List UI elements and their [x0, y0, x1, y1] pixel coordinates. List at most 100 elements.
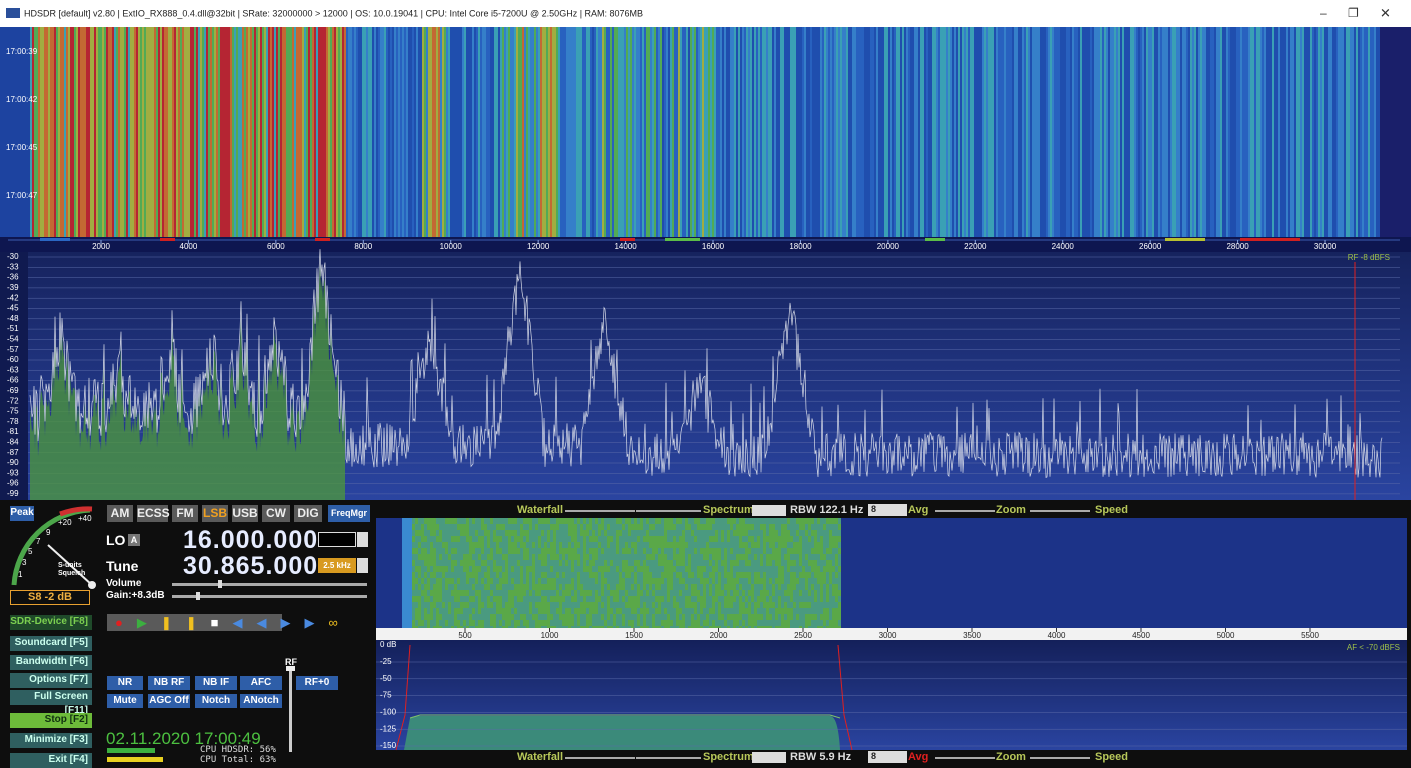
waterfall-stripe	[548, 27, 550, 237]
gain-slider[interactable]	[172, 595, 367, 598]
audio-waterfall-cell	[514, 530, 517, 536]
audio-waterfall-cell	[508, 542, 511, 548]
volume-knob[interactable]	[218, 580, 222, 588]
audio-waterfall-cell	[520, 530, 523, 536]
waterfall-stripe	[780, 27, 782, 237]
waterfall-stripe	[282, 27, 284, 237]
audio-waterfall-cell	[481, 584, 484, 590]
audio-waterfall-cell	[793, 560, 796, 566]
side-button[interactable]: Exit [F4]	[10, 753, 92, 768]
side-button[interactable]: Full Screen [F11]	[10, 690, 92, 705]
toolbar-slider[interactable]	[935, 510, 995, 512]
mode-button[interactable]: ECSS	[137, 505, 168, 522]
play-button[interactable]: ▶	[137, 615, 161, 630]
audio-waterfall-cell	[478, 566, 481, 572]
audio-waterfall-cell	[490, 590, 493, 596]
toolbar-arrows[interactable]	[752, 752, 786, 763]
waterfall-stripe	[190, 27, 192, 237]
audio-waterfall-cell	[838, 596, 841, 602]
mode-button[interactable]: CW	[262, 505, 290, 522]
audio-waterfall-cell	[550, 590, 553, 596]
audio-waterfall-cell	[721, 524, 724, 530]
toolbar-slider[interactable]	[1030, 510, 1090, 512]
audio-waterfall-cell	[736, 566, 739, 572]
audio-waterfall-cell	[616, 548, 619, 554]
rf-level: RF -8 dBFS	[1348, 253, 1390, 262]
tune-step[interactable]: 2.5 kHz	[318, 558, 356, 573]
mode-button[interactable]: AM	[107, 505, 133, 522]
toolbar-slider[interactable]	[636, 510, 701, 512]
audio-waterfall-cell	[712, 614, 715, 620]
side-button[interactable]: Bandwidth [F6]	[10, 655, 92, 670]
dsp-button[interactable]: NR	[107, 676, 143, 690]
toolbar-slider[interactable]	[565, 510, 635, 512]
waterfall-stripe	[912, 27, 914, 237]
audio-waterfall-cell	[697, 608, 700, 614]
audio-waterfall-cell	[436, 566, 439, 572]
gain-knob[interactable]	[196, 592, 200, 600]
waterfall-stripe	[106, 27, 108, 237]
dsp-button[interactable]: Mute	[107, 694, 143, 708]
loop-button[interactable]: ∞	[329, 615, 352, 630]
waterfall-stripe	[692, 27, 694, 237]
audio-waterfall-cell	[421, 584, 424, 590]
rewind-button[interactable]: ◀◀	[233, 615, 281, 630]
dsp-button[interactable]: ANotch	[240, 694, 282, 708]
side-button[interactable]: Options [F7]	[10, 673, 92, 688]
rf-gain-button[interactable]: RF+0	[296, 676, 338, 690]
mode-button[interactable]: LSB	[202, 505, 228, 522]
audio-waterfall-cell	[580, 554, 583, 560]
lo-dropdown[interactable]	[357, 532, 368, 547]
side-button[interactable]: Stop [F2]	[10, 713, 92, 728]
waterfall-stripe	[1346, 27, 1348, 237]
dsp-button[interactable]: NB IF	[195, 676, 237, 690]
toolbar-arrows[interactable]	[752, 505, 786, 516]
audio-waterfall-cell	[697, 518, 700, 524]
lo-button[interactable]: A	[128, 534, 140, 546]
audio-waterfall-cell	[547, 530, 550, 536]
audio-waterfall-cell	[709, 560, 712, 566]
mode-button[interactable]: DIG	[294, 505, 322, 522]
dsp-button[interactable]: NB RF	[148, 676, 190, 690]
audio-waterfall-cell	[742, 530, 745, 536]
dsp-button[interactable]: Notch	[195, 694, 237, 708]
peak-button[interactable]: Peak	[10, 506, 34, 521]
toolbar-slider[interactable]	[565, 757, 635, 759]
audio-waterfall-cell	[616, 578, 619, 584]
side-button[interactable]: Minimize [F3]	[10, 733, 92, 748]
mode-button[interactable]: USB	[232, 505, 258, 522]
toolbar-label[interactable]: 8	[868, 504, 907, 516]
pause-button[interactable]: ❚❚	[161, 615, 211, 630]
audio-waterfall-cell	[622, 590, 625, 596]
dsp-button[interactable]: AFC	[240, 676, 282, 690]
volume-slider[interactable]	[172, 583, 367, 586]
audio-waterfall-cell	[676, 548, 679, 554]
dsp-button[interactable]: AGC Off	[148, 694, 190, 708]
audio-waterfall-cell	[736, 608, 739, 614]
toolbar-slider[interactable]	[1030, 757, 1090, 759]
rf-knob[interactable]	[286, 666, 295, 671]
audio-waterfall-cell	[742, 566, 745, 572]
audio-waterfall-cell	[811, 560, 814, 566]
waterfall-stripe	[1206, 27, 1208, 237]
audio-waterfall-cell	[478, 542, 481, 548]
step-dropdown[interactable]	[357, 558, 368, 573]
forward-button[interactable]: ▶▶	[281, 615, 329, 630]
toolbar-slider[interactable]	[636, 757, 701, 759]
audio-waterfall-cell	[676, 518, 679, 524]
mode-button[interactable]: FM	[172, 505, 198, 522]
freqmgr-button[interactable]: FreqMgr	[328, 505, 370, 522]
rf-slider[interactable]	[289, 668, 292, 752]
record-button[interactable]: ●	[115, 615, 137, 630]
close-button[interactable]: ✕	[1380, 5, 1391, 20]
toolbar-slider[interactable]	[935, 757, 995, 759]
minimize-button[interactable]: –	[1320, 6, 1327, 20]
side-button[interactable]: SDR-Device [F8]	[10, 615, 92, 630]
waterfall-stripe	[638, 27, 640, 237]
waterfall-stripe	[560, 27, 562, 237]
toolbar-label[interactable]: 8	[868, 751, 907, 763]
stop-rec-button[interactable]: ■	[211, 615, 233, 630]
restore-button[interactable]: ❐	[1348, 6, 1359, 20]
side-button[interactable]: Soundcard [F5]	[10, 636, 92, 651]
audio-waterfall-cell	[697, 578, 700, 584]
